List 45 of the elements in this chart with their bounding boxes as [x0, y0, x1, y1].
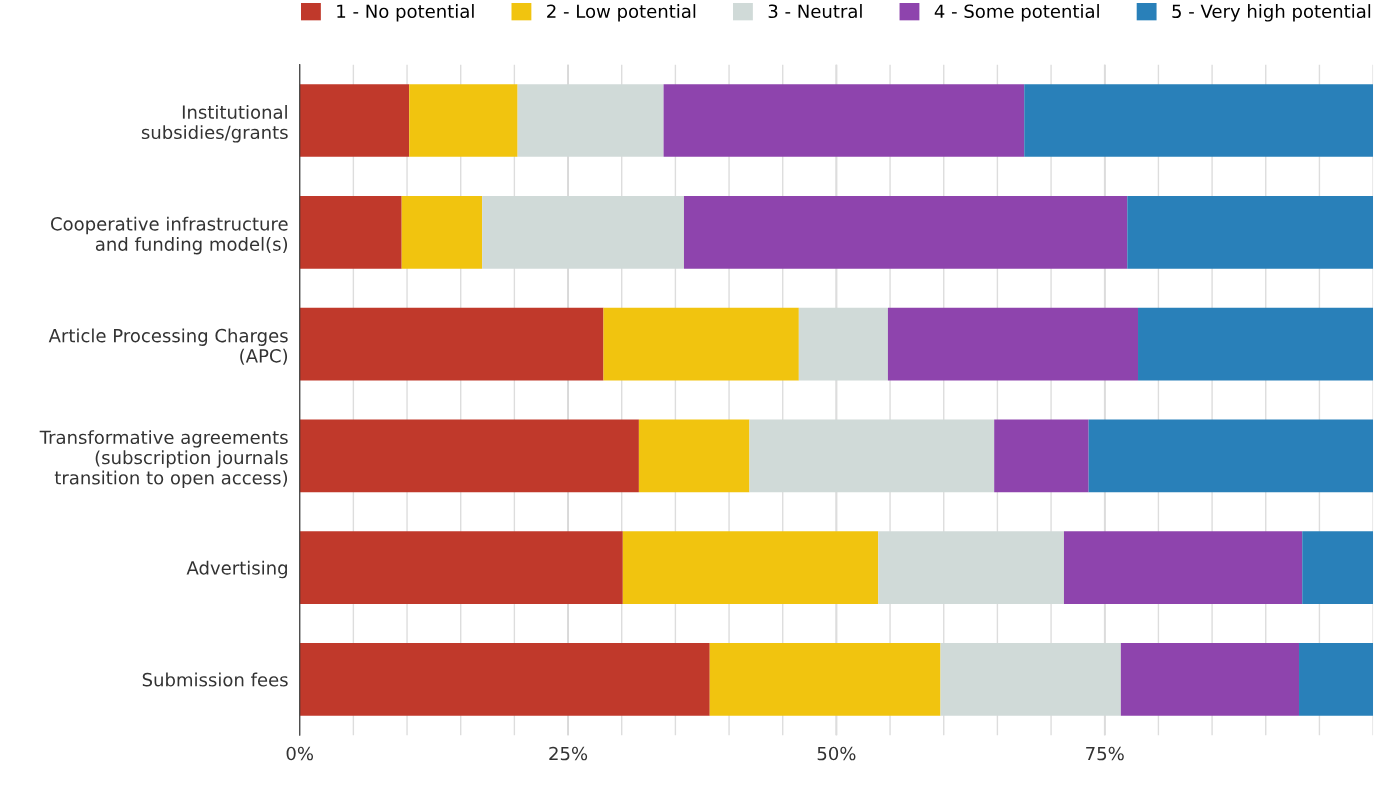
bar — [299, 643, 710, 716]
bar — [798, 307, 888, 381]
bar — [603, 307, 799, 381]
x-tick-label: 75% — [1086, 746, 1124, 761]
y-tick-label: Submission fees — [142, 672, 288, 687]
bar — [1302, 531, 1374, 604]
bar — [638, 419, 750, 493]
bar — [994, 419, 1089, 493]
bar — [409, 84, 518, 157]
x-tick-label: 25% — [549, 746, 588, 761]
bar — [1088, 419, 1374, 493]
bar — [299, 419, 639, 493]
bar — [622, 531, 879, 604]
x-tick-label: 50% — [817, 746, 856, 761]
bar — [940, 643, 1121, 716]
bar — [1299, 643, 1374, 716]
x-tick-label: 0% — [286, 746, 314, 761]
bar — [1063, 531, 1303, 604]
bar — [1120, 643, 1300, 716]
bar — [878, 531, 1064, 604]
bar — [1024, 84, 1374, 157]
bar — [299, 307, 604, 381]
bar — [299, 84, 410, 157]
bar — [299, 531, 623, 604]
bar — [401, 195, 483, 269]
bar — [683, 195, 1128, 269]
legend-label: 5 - Very high potential — [1172, 4, 1371, 22]
bar — [663, 84, 1025, 157]
y-tick-label: Cooperative infrastructure and funding model(s) — [50, 216, 288, 255]
bar — [709, 643, 941, 716]
legend-label: 2 - Low potential — [547, 4, 696, 22]
bar — [299, 195, 402, 269]
y-tick-label: Article Processing Charges (APC) — [48, 328, 288, 365]
bar — [1127, 195, 1374, 269]
y-tick-label: Transformative agreements (subscription journals transition to open access) — [39, 430, 288, 489]
y-tick-label: Institutional subsidies/grants — [141, 104, 288, 143]
bar — [749, 419, 995, 493]
bar — [482, 195, 684, 269]
legend-label: 3 - Neutral — [768, 4, 862, 19]
bar — [887, 307, 1139, 381]
legend-label: 1 - No potential — [337, 4, 474, 22]
legend-label: 4 - Some potential — [934, 4, 1099, 22]
y-tick-label: Advertising — [186, 560, 287, 579]
bar — [1138, 307, 1374, 381]
bar — [517, 84, 664, 157]
